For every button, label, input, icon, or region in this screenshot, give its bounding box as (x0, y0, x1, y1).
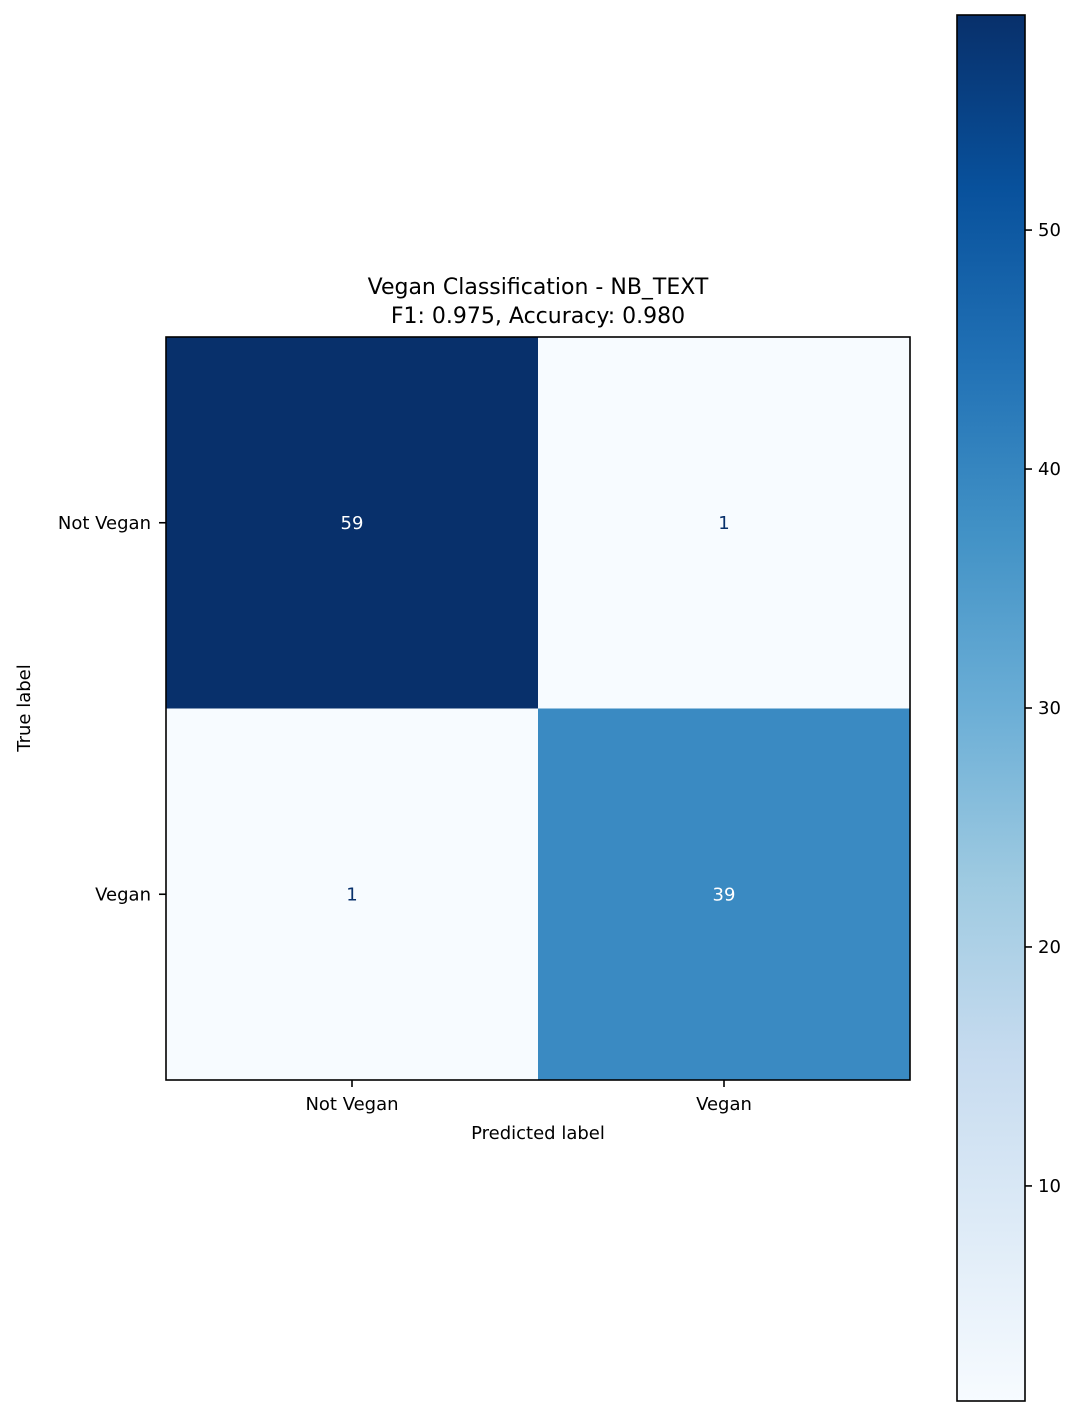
x-axis-ticks: Not Vegan Vegan (305, 1080, 752, 1115)
colorbar-tick-label: 30 (1038, 698, 1061, 719)
matrix-cell (538, 708, 911, 1081)
matrix-cell (166, 708, 539, 1081)
chart-subtitle: F1: 0.975, Accuracy: 0.980 (391, 304, 685, 329)
colorbar-tick-label: 40 (1038, 459, 1061, 480)
matrix-cell (166, 337, 539, 709)
y-tick-label: Not Vegan (58, 513, 151, 534)
y-axis-label: True label (14, 664, 35, 753)
colorbar-ticks: 10 20 30 40 50 (1025, 220, 1061, 1197)
chart-title: Vegan Classification - NB_TEXT (368, 275, 709, 300)
matrix-cells: 59 1 1 39 (166, 337, 911, 1081)
x-axis-label: Predicted label (471, 1123, 605, 1144)
colorbar-tick-label: 10 (1038, 1176, 1061, 1197)
cell-value-label: 59 (341, 513, 364, 534)
plot-frame (165, 336, 911, 1081)
cell-value-label: 39 (713, 884, 736, 905)
x-tick-label: Vegan (696, 1094, 752, 1115)
y-tick-label: Vegan (95, 884, 151, 905)
colorbar (956, 14, 1026, 1402)
colorbar-tick-label: 50 (1038, 220, 1061, 241)
cell-value-label: 1 (718, 513, 729, 534)
colorbar-tick-label: 20 (1038, 937, 1061, 958)
matrix-cell (538, 337, 911, 709)
cell-value-label: 1 (346, 884, 357, 905)
y-axis-ticks: Not Vegan Vegan (58, 513, 166, 905)
x-tick-label: Not Vegan (305, 1094, 398, 1115)
